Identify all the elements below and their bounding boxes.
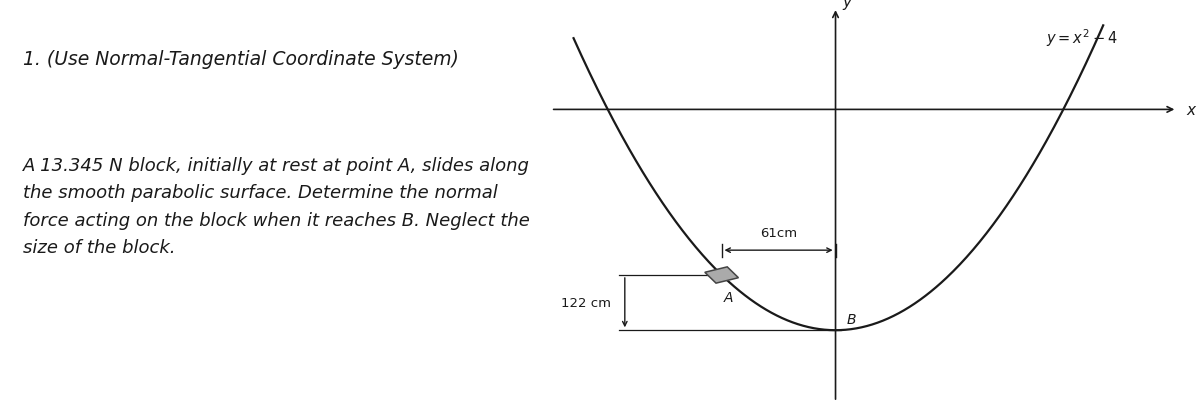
Text: 1. (Use Normal-Tangential Coordinate System): 1. (Use Normal-Tangential Coordinate Sys… (23, 50, 458, 69)
Text: y: y (842, 0, 851, 10)
Text: $y = x^2 - 4$: $y = x^2 - 4$ (1046, 28, 1118, 50)
Text: 122 cm: 122 cm (562, 297, 611, 309)
Text: B: B (847, 312, 857, 326)
Text: A: A (724, 291, 733, 305)
Bar (704, 267, 738, 283)
Text: x: x (1187, 103, 1195, 118)
Text: 61cm: 61cm (760, 227, 797, 240)
Text: A 13.345 N block, initially at rest at point A, slides along
the smooth paraboli: A 13.345 N block, initially at rest at p… (23, 157, 529, 256)
